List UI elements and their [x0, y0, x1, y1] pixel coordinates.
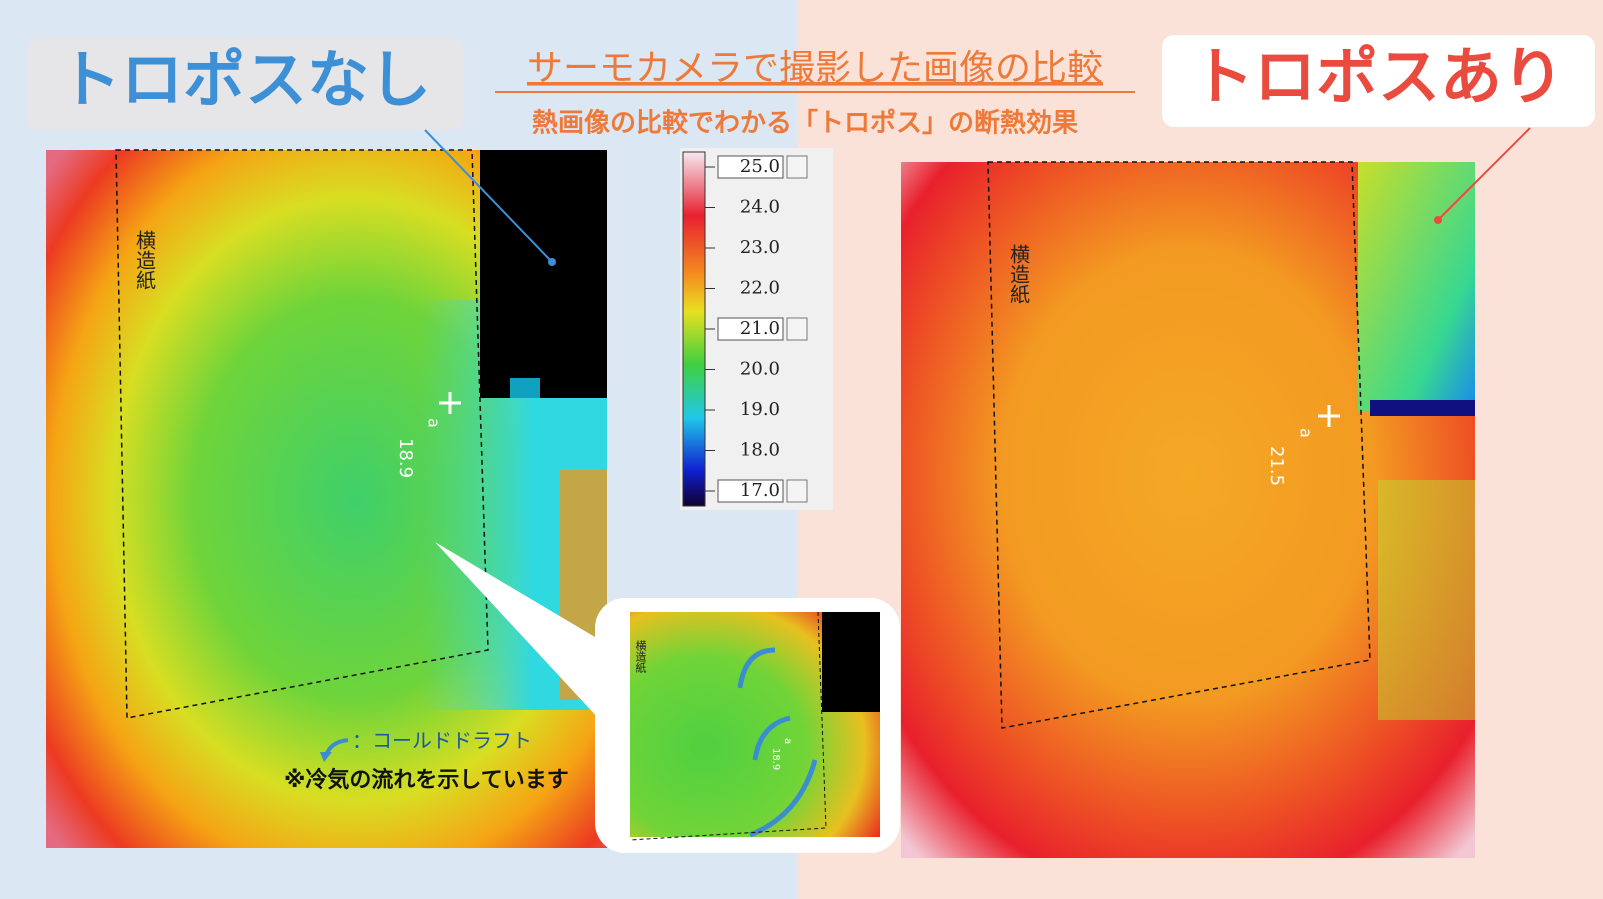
point-label: a	[1297, 428, 1316, 438]
scale-label: 21.0	[740, 318, 780, 339]
legend-text: ：コールドドラフト	[352, 729, 532, 753]
spinner	[786, 317, 808, 341]
inset	[595, 598, 900, 853]
scale-label: 24.0	[740, 197, 780, 218]
color-scale: 25.0 24.0 23.0 22.0 21.0 20.0 19.0 18.0 17.0	[680, 148, 833, 510]
inset-point-value: 18.9	[770, 748, 781, 770]
spinner	[786, 479, 808, 503]
paper-label: 横造紙	[133, 230, 157, 290]
callout	[435, 542, 600, 720]
point-label: a	[425, 418, 444, 428]
point-value: 18.9	[395, 438, 416, 478]
value-box	[717, 317, 784, 341]
paper-label: 横造紙	[1007, 244, 1031, 304]
scale-label: 17.0	[740, 480, 780, 501]
scale-label: 23.0	[740, 237, 780, 258]
spinner	[786, 155, 808, 179]
header-title: サーモカメラで撮影した画像の比較	[527, 48, 1103, 89]
inset-point-label: a	[782, 738, 793, 744]
scale-label: 18.0	[740, 440, 780, 461]
value-box	[717, 155, 784, 179]
scale-label: 20.0	[740, 359, 780, 380]
left-thermal-image	[46, 149, 607, 848]
panel-label: トロポスあり	[1192, 40, 1564, 113]
pointer-line	[1437, 127, 1531, 221]
header-subtitle: 熱画像の比較でわかる「トロポス」の断熱効果	[532, 108, 1078, 139]
pointer-line	[424, 129, 553, 263]
inset-paper-label: 横造紙	[634, 639, 647, 673]
pointer-dot	[548, 258, 556, 266]
label-box	[1162, 35, 1595, 127]
scale-label: 19.0	[740, 399, 780, 420]
value-box	[717, 479, 784, 503]
panel-label: トロポスなし	[59, 43, 431, 116]
scale-label: 22.0	[740, 278, 780, 299]
pointer-dot	[1434, 216, 1442, 224]
label-box	[27, 38, 463, 130]
point-value: 21.5	[1266, 446, 1287, 486]
legend-note: ※冷気の流れを示しています	[284, 767, 569, 793]
right-thermal-image	[901, 161, 1475, 858]
scale-label: 25.0	[740, 156, 780, 177]
